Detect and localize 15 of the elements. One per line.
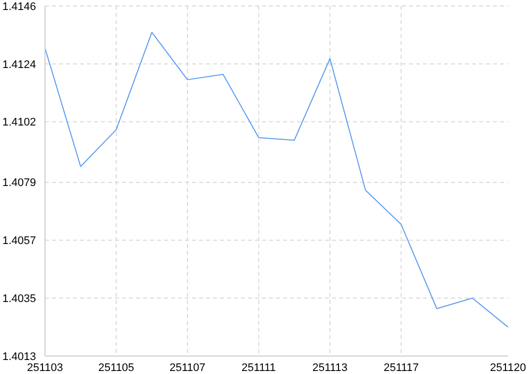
line-series [45, 32, 508, 328]
x-tick-label: 251103 [27, 362, 63, 374]
y-tick-label: 1.4057 [2, 235, 36, 248]
x-tick-label: 251105 [98, 362, 134, 374]
x-tick-label: 251120 [490, 362, 526, 374]
y-tick-label: 1.4124 [2, 58, 36, 71]
x-tick-label: 251111 [242, 362, 276, 374]
x-tick-label: 251107 [170, 362, 206, 374]
y-tick-label: 1.4146 [2, 0, 36, 13]
y-tick-label: 1.4035 [2, 293, 36, 306]
x-tick-label: 251113 [312, 362, 348, 374]
y-tick-label: 1.4079 [2, 177, 36, 190]
x-tick-label: 251117 [384, 362, 419, 374]
y-tick-label: 1.4102 [2, 116, 36, 129]
y-tick-label: 1.4013 [2, 350, 36, 363]
